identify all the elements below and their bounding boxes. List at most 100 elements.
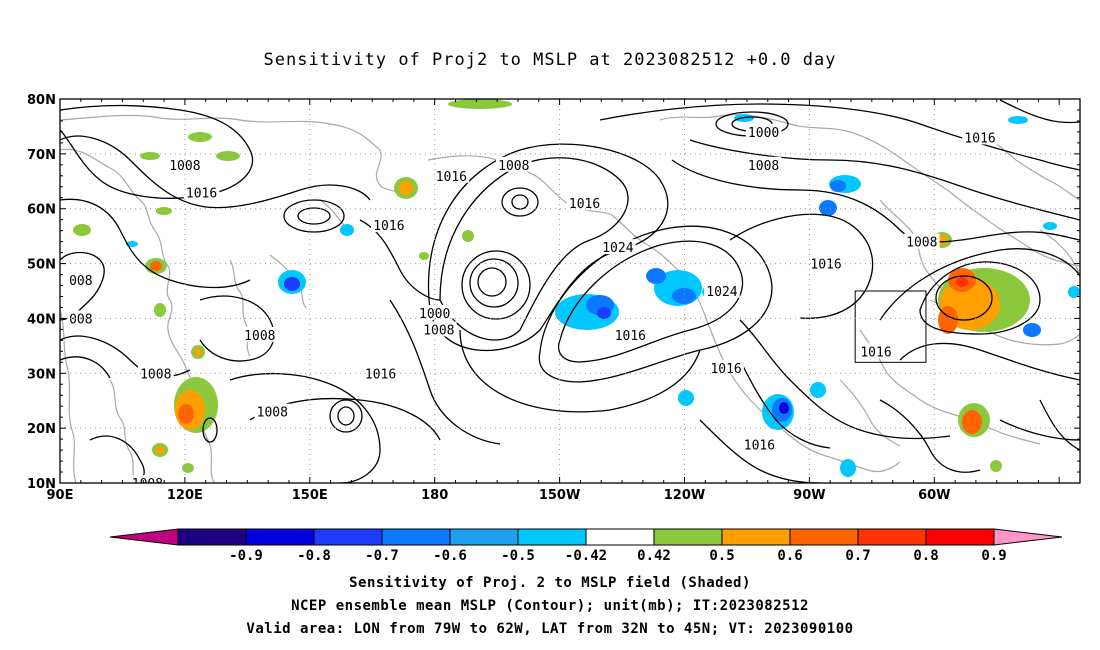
lon-label: 120E <box>167 488 203 503</box>
contour-label: 1008 <box>421 321 457 338</box>
svg-text:008: 008 <box>69 312 92 327</box>
colorbar-cell <box>585 528 655 546</box>
latitude-labels: 80N 70N 60N 50N 40N 30N 20N 10N <box>27 93 56 492</box>
colorbar: -0.9 -0.8 -0.7 -0.6 -0.5 -0.42 0.42 0.5 0.6 0.7 0.… <box>109 528 1063 564</box>
lat-label: 10N <box>27 477 56 492</box>
contour-label: 1008 <box>129 475 166 492</box>
lon-label: 150E <box>292 488 328 503</box>
contour-label: 1016 <box>183 184 220 201</box>
caption-line-3: Valid area: LON from 79W to 62W, LAT fro… <box>246 621 854 637</box>
lon-label: 60W <box>918 488 950 503</box>
lon-label: 150W <box>539 488 580 503</box>
contour-label: 1008 <box>745 156 782 174</box>
svg-text:1016: 1016 <box>436 170 467 185</box>
colorbar-cell <box>857 528 927 546</box>
contour-label: 1008 <box>903 233 940 251</box>
contour-label: 1016 <box>433 167 470 185</box>
contour-label: 1016 <box>858 343 894 360</box>
colorbar-label: 0.6 <box>777 548 802 564</box>
svg-text:1024: 1024 <box>602 241 633 256</box>
svg-text:1008: 1008 <box>244 329 275 344</box>
plot-frame <box>59 98 1081 484</box>
lat-label: 60N <box>27 203 56 218</box>
svg-text:1008: 1008 <box>748 159 779 174</box>
colorbar-triangle-left <box>109 528 179 546</box>
svg-text:1008: 1008 <box>132 477 163 492</box>
lat-label: 70N <box>27 148 56 163</box>
colorbar-cell <box>789 528 859 546</box>
contour-label: 1024 <box>600 239 636 256</box>
lon-label: 180 <box>421 488 448 503</box>
colorbar-cell <box>517 528 587 546</box>
svg-text:1016: 1016 <box>186 186 217 201</box>
grid-lines <box>60 99 1080 483</box>
svg-text:1016: 1016 <box>615 329 646 344</box>
colorbar-label: -0.42 <box>565 548 607 564</box>
colorbar-label: 0.42 <box>637 548 671 564</box>
contour-label: 1016 <box>708 359 744 377</box>
contour-label: 1016 <box>612 326 649 344</box>
colorbar-cell <box>245 528 315 546</box>
colorbar-label: 0.7 <box>845 548 870 564</box>
svg-text:1016: 1016 <box>964 131 995 146</box>
contour-label: 1008 <box>254 403 291 421</box>
colorbar-cell <box>313 528 383 546</box>
contour-label: 1016 <box>962 129 998 146</box>
svg-text:1008: 1008 <box>169 159 200 174</box>
svg-text:1008: 1008 <box>906 236 937 251</box>
colorbar-cell <box>449 528 519 546</box>
colorbar-label: 0.8 <box>913 548 938 564</box>
contour-labels: 1008 1016 1016 1016 1008 1016 1024 1000 1008 1016… <box>67 123 998 492</box>
mslp-contours <box>60 99 1080 483</box>
contour-label: 1016 <box>808 255 844 273</box>
colorbar-cell <box>381 528 451 546</box>
svg-text:1008: 1008 <box>257 406 288 421</box>
caption-line-1: Sensitivity of Proj. 2 to MSLP field (Sh… <box>349 575 751 591</box>
colorbar-cell <box>721 528 791 546</box>
caption-line-2: NCEP ensemble mean MSLP (Contour); unit(… <box>291 598 809 614</box>
svg-text:008: 008 <box>69 274 92 289</box>
colorbar-triangle-right <box>993 528 1063 546</box>
contour-label: 008 <box>67 272 95 289</box>
colorbar-label: -0.9 <box>229 548 263 564</box>
contour-label: 1008 <box>495 156 532 174</box>
lon-label: 90E <box>47 488 74 503</box>
longitude-labels: 90E 120E 150E 180 150W 120W 90W 60W <box>47 488 951 503</box>
svg-text:1024: 1024 <box>706 285 737 300</box>
lon-label: 90W <box>793 488 825 503</box>
contour-label: 1024 <box>704 283 740 300</box>
lat-label: 50N <box>27 258 56 273</box>
svg-text:1016: 1016 <box>860 345 891 360</box>
contour-label: 1008 <box>242 326 278 344</box>
lat-label: 30N <box>27 367 56 382</box>
colorbar-cell <box>653 528 723 546</box>
svg-text:1016: 1016 <box>569 197 600 212</box>
colorbar-label: -0.5 <box>501 548 535 564</box>
colorbar-label: 0.5 <box>709 548 734 564</box>
axis-ticks <box>59 98 1081 484</box>
contour-label: 1016 <box>741 436 778 454</box>
svg-text:1000: 1000 <box>748 126 779 141</box>
colorbar-label: -0.7 <box>365 548 399 564</box>
lat-label: 40N <box>27 312 56 327</box>
contour-label: 1000 <box>745 123 782 141</box>
colorbar-cell <box>177 528 247 546</box>
contour-label: 1016 <box>371 217 407 234</box>
valid-area-box <box>854 290 927 363</box>
colorbar-label: -0.6 <box>433 548 467 564</box>
colorbar-cell <box>925 528 995 546</box>
sensitivity-shading <box>73 99 1080 477</box>
svg-text:1016: 1016 <box>810 258 841 273</box>
svg-text:1016: 1016 <box>365 367 396 382</box>
svg-text:1016: 1016 <box>744 439 775 454</box>
lat-label: 20N <box>27 422 56 437</box>
colorbar-label: -0.8 <box>297 548 331 564</box>
lat-label: 80N <box>27 93 56 108</box>
svg-text:1008: 1008 <box>498 159 529 174</box>
colorbar-label: 0.9 <box>981 548 1006 564</box>
svg-text:1016: 1016 <box>373 219 404 234</box>
svg-text:1008: 1008 <box>140 367 171 382</box>
contour-label: 1016 <box>566 195 603 212</box>
svg-text:1008: 1008 <box>423 323 454 338</box>
